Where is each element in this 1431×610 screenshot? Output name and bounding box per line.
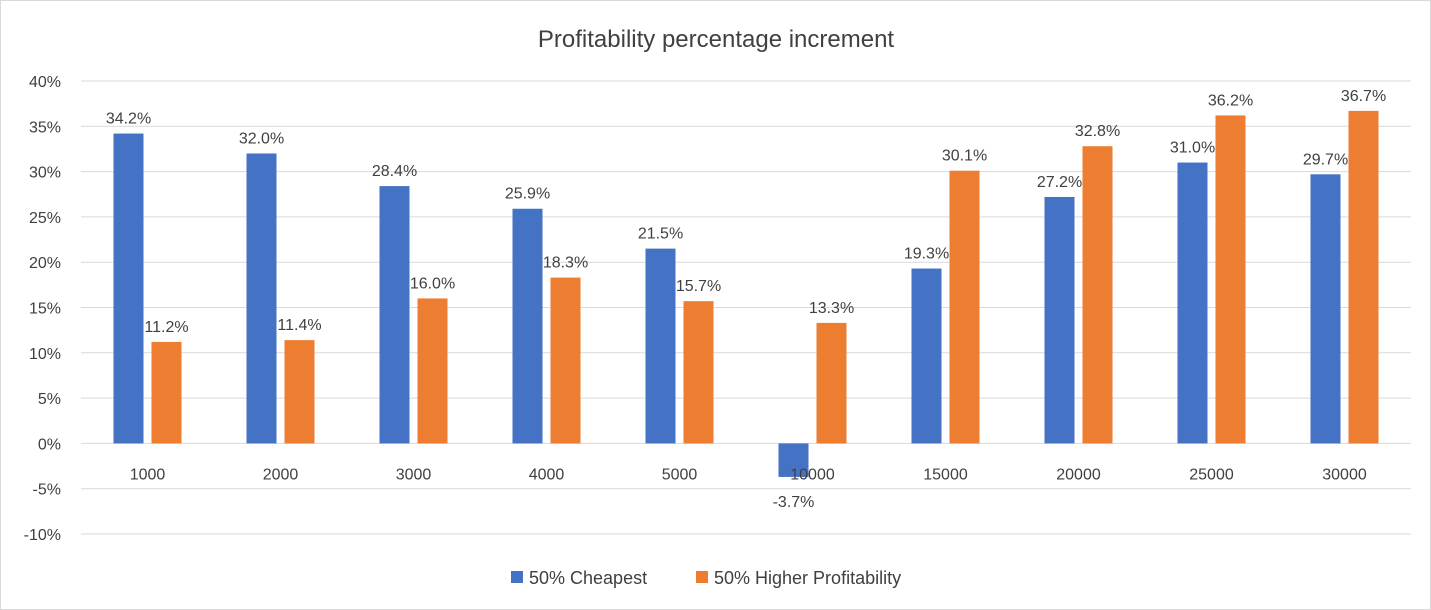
- data-label: 11.2%: [144, 319, 188, 336]
- bar-higher-profitability: [683, 301, 714, 444]
- data-label: 15.7%: [676, 278, 721, 295]
- data-label: 18.3%: [543, 255, 588, 272]
- data-label: 21.5%: [638, 226, 683, 243]
- bar-cheapest: [1177, 162, 1208, 444]
- bar-higher-profitability: [550, 277, 581, 444]
- bars: [113, 110, 1379, 477]
- bar-cheapest: [778, 443, 809, 477]
- bar-higher-profitability: [284, 340, 315, 444]
- y-tick-label: 15%: [29, 301, 61, 318]
- bar-higher-profitability: [417, 298, 448, 444]
- y-tick-label: -5%: [33, 482, 61, 499]
- legend-swatch-cheapest: [511, 571, 523, 583]
- data-label: 25.9%: [505, 186, 550, 203]
- x-tick-label: 25000: [1189, 466, 1234, 483]
- y-tick-label: 10%: [29, 346, 61, 363]
- y-axis-ticks: 40% 35% 30% 25% 20% 15% 10% 5% 0% -5% -10%: [24, 74, 61, 544]
- chart-title: Profitability percentage increment: [538, 26, 895, 53]
- bar-cheapest: [1310, 174, 1341, 444]
- y-tick-label: 5%: [38, 391, 61, 408]
- y-tick-label: 40%: [29, 74, 61, 91]
- data-label: 19.3%: [904, 246, 949, 263]
- bar-higher-profitability: [1082, 146, 1113, 444]
- x-tick-label: 1000: [130, 466, 166, 483]
- y-tick-label: 0%: [38, 436, 61, 453]
- bar-cheapest: [379, 186, 410, 444]
- data-label: -3.7%: [773, 494, 815, 511]
- x-tick-label: 20000: [1056, 466, 1101, 483]
- y-tick-label: 25%: [29, 210, 61, 227]
- bar-higher-profitability: [151, 341, 182, 444]
- y-tick-label: 35%: [29, 119, 61, 136]
- bar-higher-profitability: [1215, 115, 1246, 444]
- data-label: 16.0%: [410, 275, 455, 292]
- data-label: 36.7%: [1341, 88, 1386, 105]
- y-tick-label: -10%: [24, 527, 61, 544]
- legend: 50% Cheapest 50% Higher Profitability: [511, 568, 901, 588]
- x-tick-label: 5000: [662, 466, 698, 483]
- legend-label-cheapest: 50% Cheapest: [529, 568, 647, 588]
- data-label: 29.7%: [1303, 151, 1348, 168]
- x-tick-label: 2000: [263, 466, 299, 483]
- data-label: 30.1%: [942, 148, 987, 165]
- data-label: 13.3%: [809, 300, 854, 317]
- bar-cheapest: [911, 268, 942, 444]
- data-label: 36.2%: [1208, 92, 1253, 109]
- x-tick-label: 30000: [1322, 466, 1367, 483]
- bar-higher-profitability: [1348, 110, 1379, 444]
- data-label: 28.4%: [372, 163, 417, 180]
- data-label: 34.2%: [106, 111, 151, 128]
- bar-higher-profitability: [949, 170, 980, 444]
- data-label: 32.8%: [1075, 123, 1120, 140]
- x-tick-label: 15000: [923, 466, 968, 483]
- bar-higher-profitability: [816, 322, 847, 444]
- x-tick-label: 10000: [790, 466, 835, 483]
- legend-label-higher-profitability: 50% Higher Profitability: [714, 568, 901, 588]
- data-label: 32.0%: [239, 130, 284, 147]
- data-labels: 34.2% 11.2% 32.0% 11.4% 28.4% 16.0% 25.9% 18.3%…: [106, 88, 1386, 511]
- bar-cheapest: [645, 248, 676, 444]
- legend-swatch-higher-profitability: [696, 571, 708, 583]
- x-tick-label: 3000: [396, 466, 432, 483]
- y-tick-label: 20%: [29, 255, 61, 272]
- data-label: 31.0%: [1170, 140, 1215, 157]
- data-label: 11.4%: [277, 317, 321, 334]
- bar-cheapest: [512, 208, 543, 444]
- x-tick-label: 4000: [529, 466, 565, 483]
- x-axis-ticks: 1000 2000 3000 4000 5000 10000 15000 20000 25000…: [130, 466, 1367, 483]
- bar-cheapest: [246, 153, 277, 444]
- bar-cheapest: [1044, 196, 1075, 444]
- y-tick-label: 30%: [29, 165, 61, 182]
- bar-cheapest: [113, 133, 144, 444]
- data-label: 27.2%: [1037, 174, 1082, 191]
